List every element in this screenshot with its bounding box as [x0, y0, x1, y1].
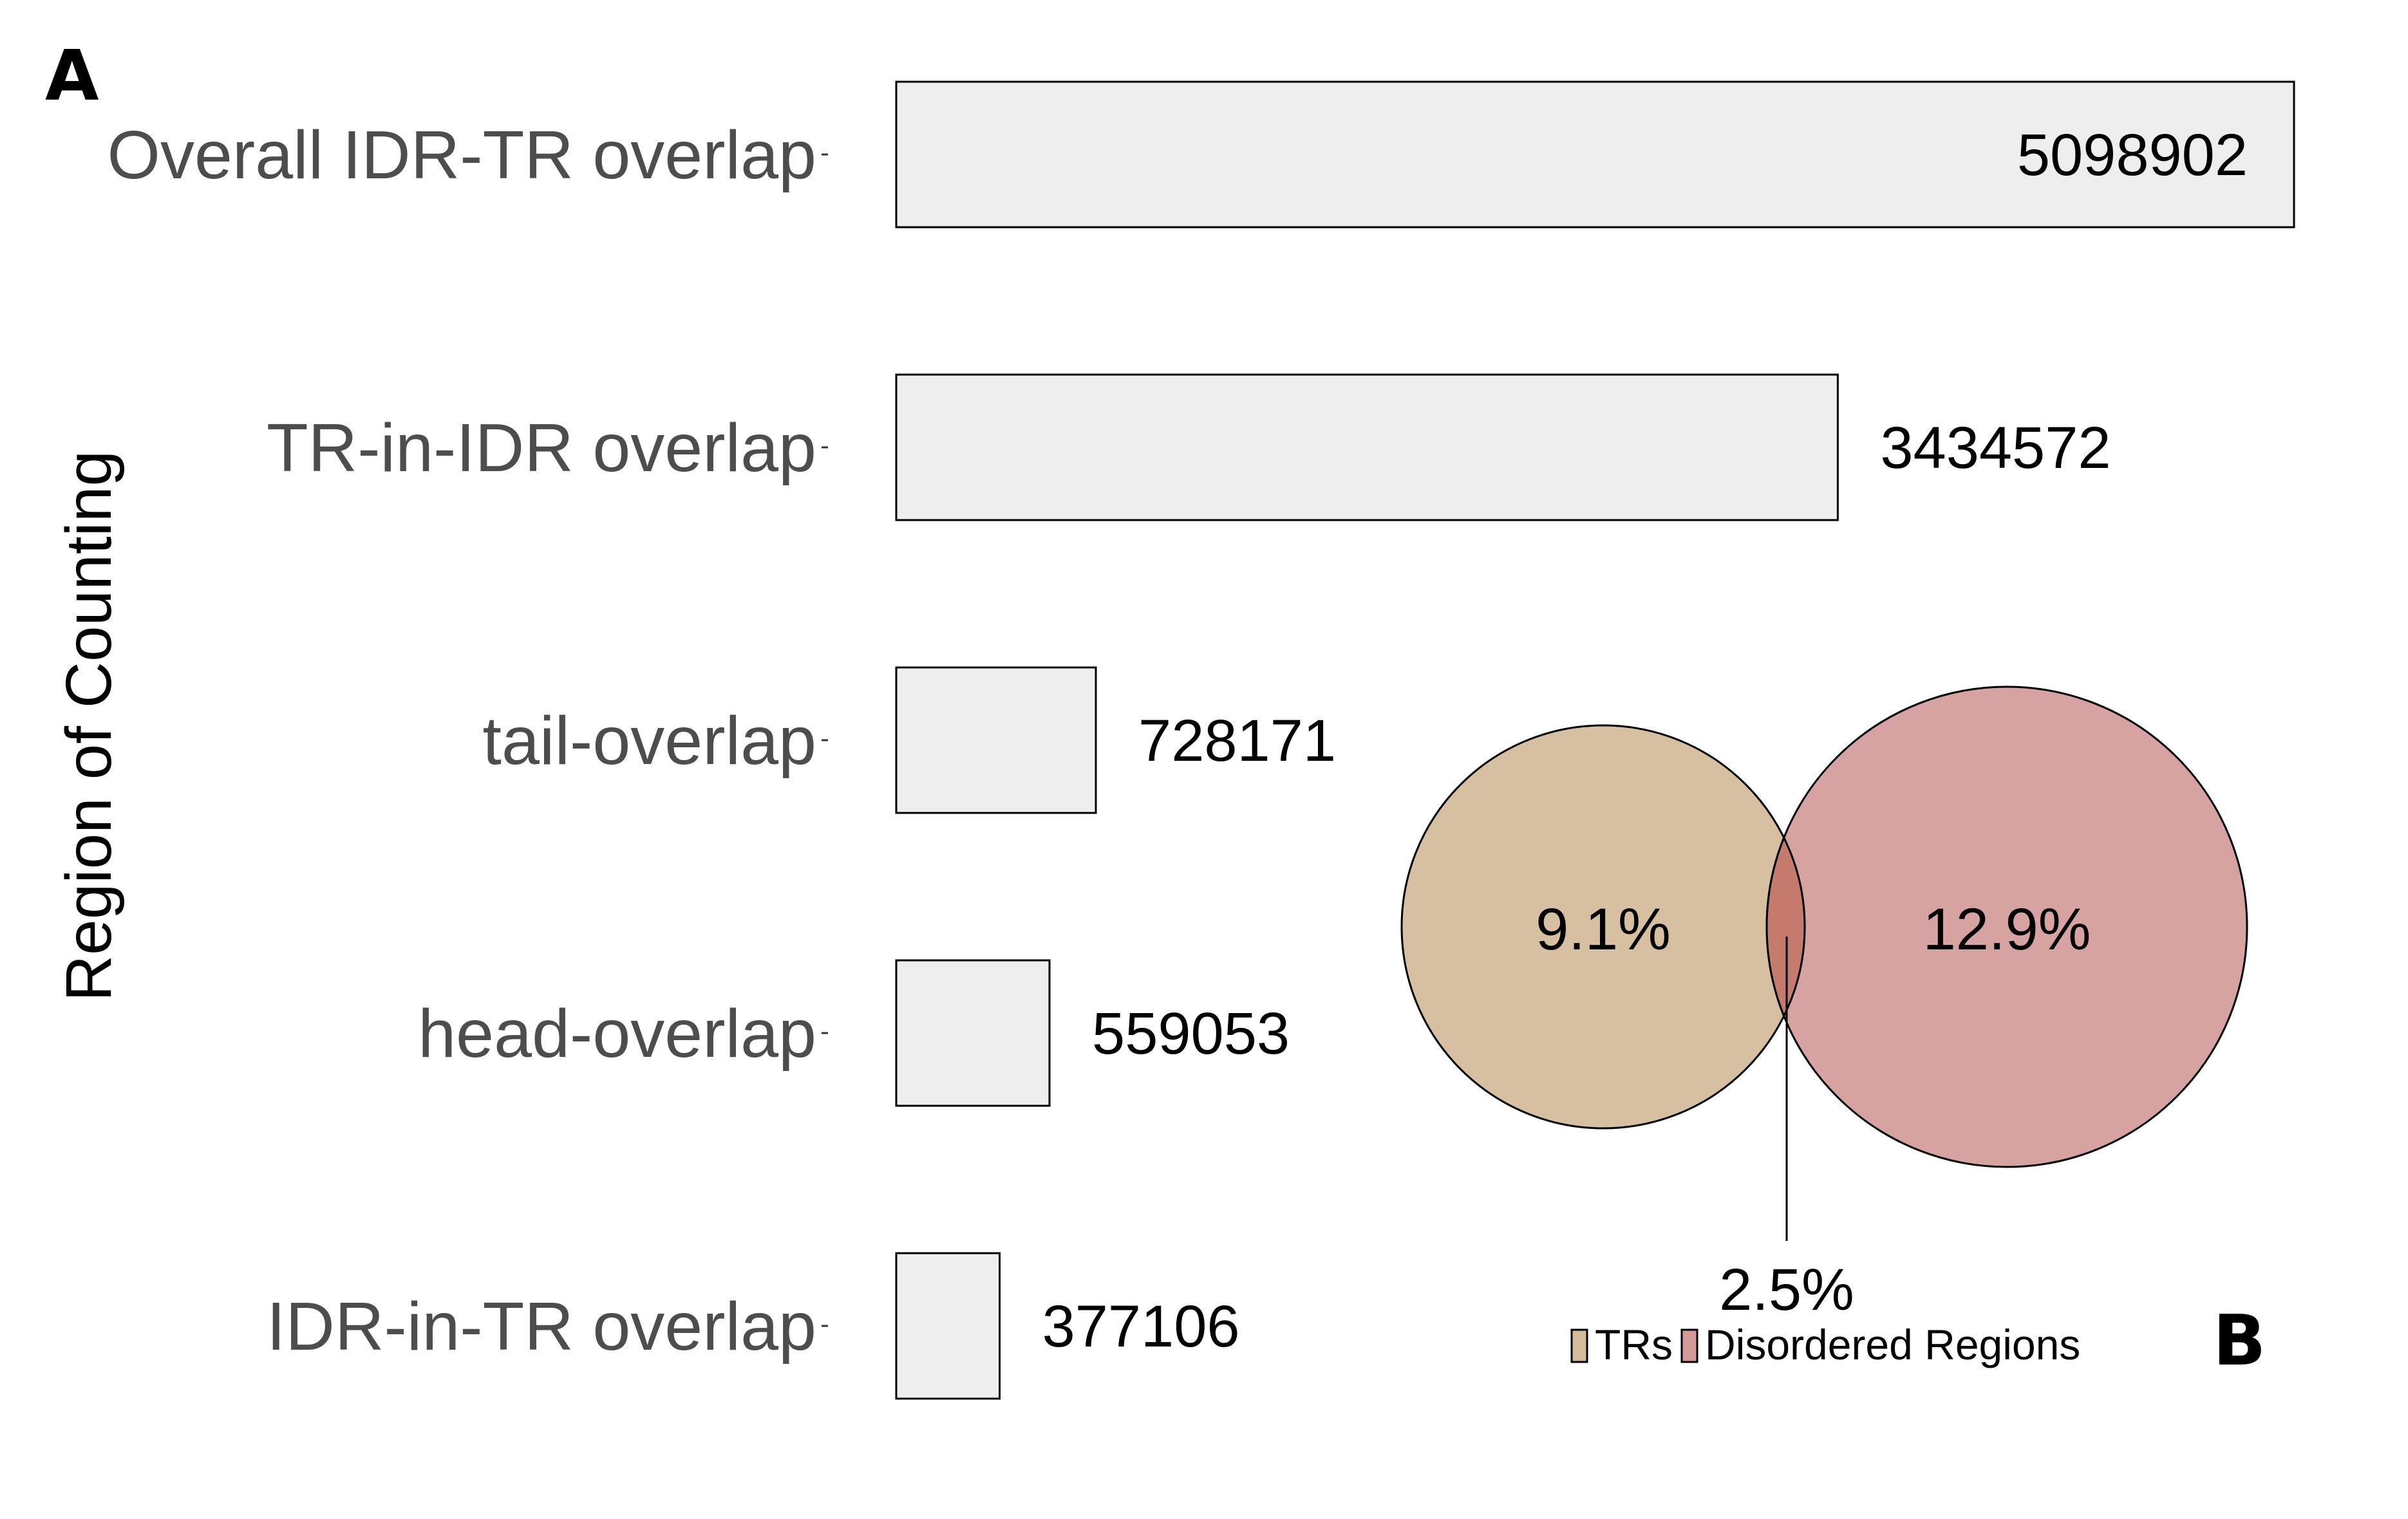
category-label: Overall IDR-TR overlap — [108, 117, 816, 193]
value-label: 5098902 — [2017, 122, 2248, 188]
venn-intersection — [1765, 835, 1806, 1019]
y-axis-title: Region of Counting — [53, 451, 125, 1002]
category-label: tail-overlap — [483, 703, 816, 779]
bar — [895, 373, 1839, 521]
legend-swatch-disordered-regions — [1680, 1328, 1698, 1363]
category-label: IDR-in-TR overlap — [267, 1289, 816, 1365]
legend-label-trs: TRs — [1595, 1321, 1673, 1368]
panel-letter-b: B — [2213, 1301, 2266, 1381]
value-label: 377106 — [1042, 1294, 1240, 1359]
venn-diagram: 9.1% 12.9% 2.5% TRs Disordered Regions — [1400, 685, 2248, 1368]
value-label: 3434572 — [1880, 415, 2111, 481]
panel-letter-a: A — [45, 36, 99, 116]
bar — [895, 80, 2295, 228]
bar-chart: Overall IDR-TR overlap 5098902 TR-in-IDR o… — [108, 80, 2295, 1400]
category-label: TR-in-IDR overlap — [267, 410, 816, 486]
venn-legend: TRs Disordered Regions — [1570, 1321, 2080, 1368]
value-label: 559053 — [1092, 1001, 1290, 1067]
legend-swatch-trs — [1570, 1328, 1588, 1363]
venn-left-percent: 9.1% — [1536, 897, 1671, 962]
bar — [895, 666, 1097, 814]
bar — [895, 1252, 1001, 1400]
value-label: 728171 — [1138, 708, 1336, 774]
category-label: head-overlap — [418, 996, 816, 1072]
bar — [895, 959, 1051, 1107]
intersection-percent: 2.5% — [1719, 1257, 1854, 1323]
legend-label-disordered-regions: Disordered Regions — [1705, 1321, 2080, 1368]
venn-right-percent: 12.9% — [1923, 897, 2091, 962]
